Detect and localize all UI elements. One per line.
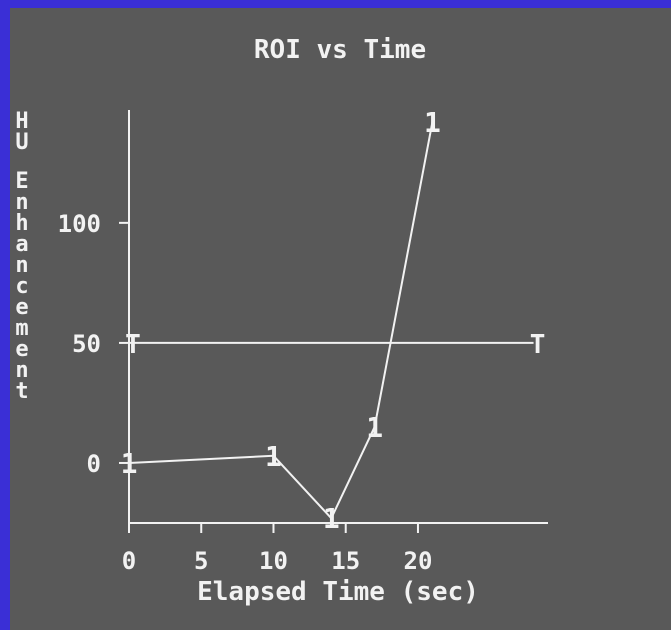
y-axis-label-char: E: [15, 169, 28, 194]
x-axis-label: Elapsed Time (sec): [197, 577, 479, 607]
data-point-marker: 1: [265, 440, 282, 473]
data-point-marker: 1: [323, 502, 340, 535]
series-line: [128, 121, 434, 520]
y-axis-label-char: n: [15, 190, 28, 215]
y-axis-label-char: t: [15, 379, 28, 404]
chart-title: ROI vs Time: [254, 35, 426, 65]
y-axis-label-char: n: [15, 358, 28, 383]
x-tick-label: 0: [122, 547, 136, 575]
y-axis-label-char: h: [15, 211, 28, 236]
y-axis-label-char: H: [15, 109, 28, 134]
data-point-marker: 1: [366, 411, 383, 444]
y-tick-label: 0: [87, 450, 101, 478]
y-tick-label: 100: [58, 210, 101, 238]
y-axis-label-char: n: [15, 253, 28, 278]
y-axis-label-char: e: [15, 295, 28, 320]
y-axis-label-char: m: [15, 316, 28, 341]
x-tick-label: 5: [194, 547, 208, 575]
threshold-marker: T: [530, 330, 546, 360]
chart-frame: [10, 8, 671, 630]
axes: [128, 110, 548, 524]
y-axis-label-char: a: [15, 232, 28, 257]
series-group: 1 1 1 1 1: [121, 106, 441, 535]
threshold-marker: T: [125, 330, 141, 360]
x-tick-label: 20: [404, 547, 433, 575]
y-ticks: 0 50 100: [58, 210, 129, 478]
y-axis-label-char: e: [15, 337, 28, 362]
x-tick-label: 10: [259, 547, 288, 575]
y-axis-label-char: c: [15, 274, 28, 299]
x-tick-label: 15: [331, 547, 360, 575]
data-point-marker: 1: [424, 106, 441, 139]
y-axis-label-char: U: [15, 130, 28, 155]
x-ticks: 0 5 10 15 20: [122, 523, 433, 575]
y-tick-label: 50: [72, 330, 101, 358]
data-point-marker: 1: [121, 447, 138, 480]
